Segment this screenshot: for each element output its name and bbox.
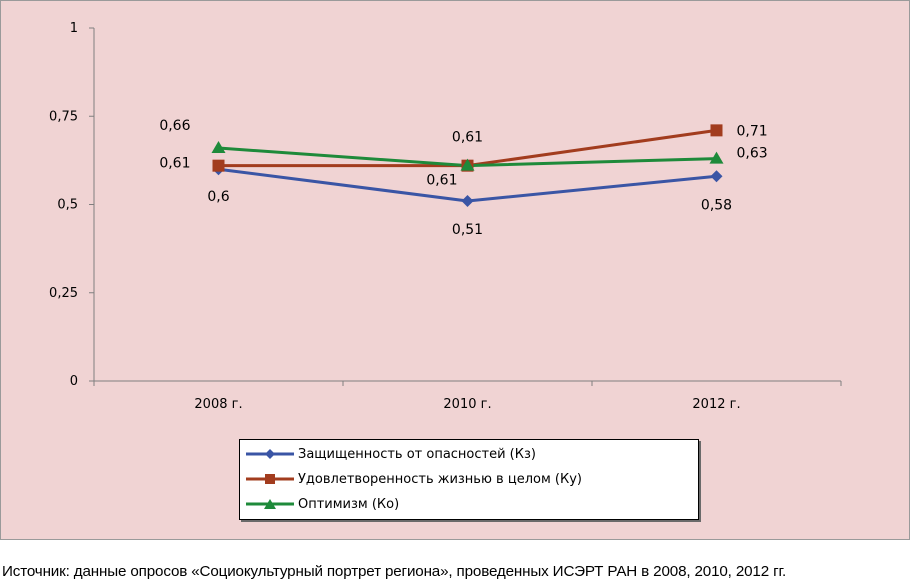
- data-label-safety: 0,58: [701, 197, 732, 213]
- legend-item-safety: Защищенность от опасностей (Кз): [246, 443, 536, 465]
- data-label-safety: 0,51: [452, 222, 483, 238]
- y-tick-label: 1: [70, 21, 78, 36]
- line-chart: 0 0,25 0,5 0,75 1 2008 г. 2010 г. 2012 г. 0,6 0,5…: [49, 21, 842, 412]
- legend-swatch-safety: [246, 449, 294, 459]
- series-marker-optimism: [211, 141, 226, 154]
- data-label-satisfaction: 0,71: [737, 123, 768, 139]
- data-label-satisfaction: 0,61: [159, 156, 190, 172]
- series-marker-safety: [461, 194, 474, 207]
- data-label-safety: 0,6: [207, 189, 229, 205]
- series-marker-optimism: [709, 151, 724, 164]
- data-label-optimism: 0,66: [159, 118, 190, 134]
- legend-item-satisfaction: Удовлетворенность жизнью в целом (Ку): [246, 468, 582, 490]
- legend-item-optimism: Оптимизм (Ко): [246, 493, 400, 515]
- legend: Защищенность от опасностей (Кз) Удовлетв…: [239, 439, 699, 520]
- x-tick-label: 2008 г.: [194, 397, 242, 412]
- x-tick-label: 2012 г.: [692, 397, 740, 412]
- data-label-optimism: 0,63: [737, 146, 768, 162]
- y-tick-label: 0: [70, 374, 78, 389]
- legend-label-optimism: Оптимизм (Ко): [298, 496, 400, 512]
- legend-swatch-optimism: [246, 499, 294, 509]
- y-tick-label: 0,25: [49, 286, 78, 301]
- data-label-optimism: 0,61: [452, 130, 483, 146]
- legend-swatch-satisfaction: [246, 474, 294, 484]
- source-note: Источник: данные опросов «Социокультурны…: [2, 563, 787, 580]
- x-tick-label: 2010 г.: [443, 397, 491, 412]
- legend-label-satisfaction: Удовлетворенность жизнью в целом (Ку): [298, 471, 582, 487]
- y-tick-label: 0,75: [49, 109, 78, 124]
- series-marker-satisfaction: [710, 124, 723, 137]
- series-marker-safety: [710, 170, 723, 183]
- legend-label-safety: Защищенность от опасностей (Кз): [298, 446, 536, 462]
- series-marker-optimism: [460, 158, 475, 171]
- y-tick-label: 0,5: [57, 198, 78, 213]
- series-marker-satisfaction: [212, 159, 225, 172]
- chart-area: 0 0,25 0,5 0,75 1 2008 г. 2010 г. 2012 г. 0,6 0,5…: [0, 0, 910, 540]
- data-label-satisfaction: 0,61: [426, 173, 457, 189]
